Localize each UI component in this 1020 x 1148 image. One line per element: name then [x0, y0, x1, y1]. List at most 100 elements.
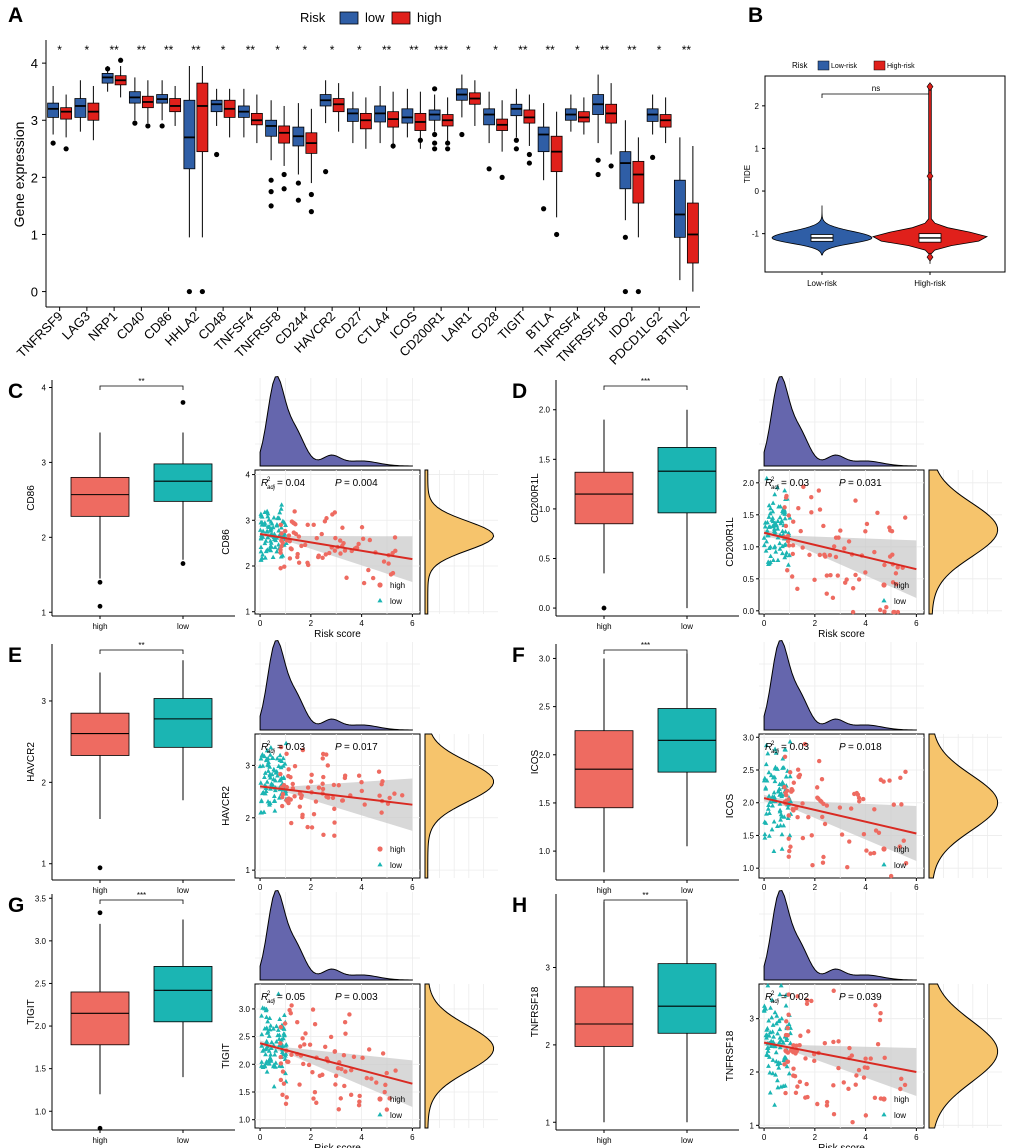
scatter-point-high: [786, 543, 792, 548]
x-tick-label: 4: [863, 883, 868, 892]
scatter-point-high: [796, 506, 801, 511]
scatter-point-high: [347, 1012, 352, 1017]
x-tick-label: high: [92, 886, 107, 895]
scatter-point-high: [822, 821, 828, 827]
r2-value: = 0.04: [277, 478, 306, 489]
scatter-point-high: [872, 1095, 878, 1101]
scatter-point-low: [259, 1031, 265, 1037]
scatter-point-low: [784, 550, 790, 555]
scatter-point-low: [766, 1018, 772, 1023]
significance-label: **: [138, 641, 144, 650]
scatter-point-low: [776, 1018, 782, 1024]
scatter-point-high: [820, 860, 826, 865]
scatter-point-high: [830, 595, 836, 601]
scatter-point-high: [809, 998, 814, 1004]
scatter-point-low: [264, 779, 270, 784]
right-density-curve: [928, 469, 999, 615]
regression-line: [259, 533, 413, 561]
panel-label-f: F: [512, 644, 525, 667]
scatter-point-high: [305, 785, 311, 790]
scatter-point-high: [795, 994, 800, 999]
outlier-point: [308, 191, 314, 198]
legend-label-high: high: [894, 845, 909, 854]
scatter-point-low: [780, 543, 785, 549]
x-axis-title: Risk score: [314, 1143, 361, 1148]
p-value: = 0.039: [848, 992, 882, 1003]
scatter-point-low: [774, 484, 780, 490]
significance-mark: **: [137, 43, 147, 57]
scatter-point-low: [776, 1065, 782, 1070]
y-axis-title: TNFRSF18: [530, 986, 541, 1037]
scatter-point-high: [833, 554, 839, 560]
scatter-point-low: [763, 1006, 769, 1011]
scatter-point-high: [824, 1099, 830, 1105]
x-tick-label: low: [681, 886, 693, 895]
box-high: [550, 135, 563, 173]
scatter-point-low: [786, 1021, 792, 1026]
scatter-point-high: [305, 560, 310, 565]
scatter-point-high: [873, 828, 879, 833]
scatter-point-low: [257, 763, 263, 769]
scatter-point-high: [289, 519, 295, 524]
scatter-point-high: [864, 848, 869, 853]
scatter-point-high: [782, 784, 787, 790]
scatter-point-low: [264, 1058, 270, 1064]
scatter-point-low: [259, 752, 265, 758]
outlier-point: [445, 146, 451, 152]
scatter-point-high: [293, 531, 299, 537]
scatter-point-high: [349, 1067, 354, 1073]
scatter-point-high: [328, 1034, 334, 1040]
scatter-point-low: [281, 520, 287, 525]
significance-bracket: [99, 649, 184, 654]
significance-bracket: [99, 385, 184, 390]
scatter-point-high: [824, 1103, 830, 1108]
scatter-point-high: [861, 796, 866, 802]
scatter-point-high: [305, 522, 310, 528]
scatter-point-low: [771, 1034, 776, 1039]
scatter-point-high: [861, 831, 867, 837]
scatter-point-high: [853, 572, 858, 578]
scatter-point-high: [800, 801, 805, 806]
y-tick-label: 1.0: [743, 543, 755, 552]
scatter-point-low: [283, 522, 289, 527]
scatter-point-high: [815, 795, 820, 800]
scatter-point-high: [785, 1032, 790, 1038]
x-axis-title: Risk score: [818, 629, 865, 640]
y-tick-label: 1.0: [539, 847, 551, 856]
regression-line: [259, 785, 413, 806]
scatter-point-low: [766, 1063, 771, 1068]
scatter-point-low: [763, 785, 769, 790]
y-tick-label: 1.5: [743, 831, 755, 840]
legend-key-low: [377, 862, 383, 867]
scatter-point-low: [766, 769, 772, 775]
scatter-point-low: [767, 810, 772, 815]
scatter-point-low: [259, 519, 265, 525]
scatter-point-high: [878, 1011, 883, 1016]
scatter-point-high: [296, 534, 302, 539]
scatter-point-high: [343, 1031, 348, 1036]
y-tick-label: 2.0: [539, 406, 551, 415]
scatter-point-high: [873, 1002, 878, 1008]
scatter-point-high: [356, 773, 362, 778]
scatter-point-high: [809, 510, 814, 515]
box-low: [153, 966, 213, 1023]
scatter-point-low: [777, 801, 783, 806]
scatter-point-high: [297, 804, 303, 809]
scatter-point-low: [785, 815, 791, 821]
scatter-point-high: [820, 814, 825, 820]
significance-mark: **: [382, 43, 392, 57]
outlier-point: [635, 288, 641, 295]
legend-key-high: [377, 846, 383, 852]
box-low: [401, 108, 414, 124]
scatter-point-low: [782, 542, 787, 547]
scatter-point-high: [356, 1103, 362, 1108]
scatter-point-low: [271, 515, 277, 520]
scatter-point-high: [392, 535, 398, 540]
scatter-point-high: [295, 1019, 300, 1025]
scatter-point-high: [785, 1025, 790, 1031]
scatter-point-low: [765, 751, 771, 756]
scatter-point-low: [259, 1013, 264, 1018]
scatter-point-high: [827, 553, 833, 558]
scatter-point-low: [258, 536, 264, 541]
significance-label: ***: [137, 891, 146, 900]
